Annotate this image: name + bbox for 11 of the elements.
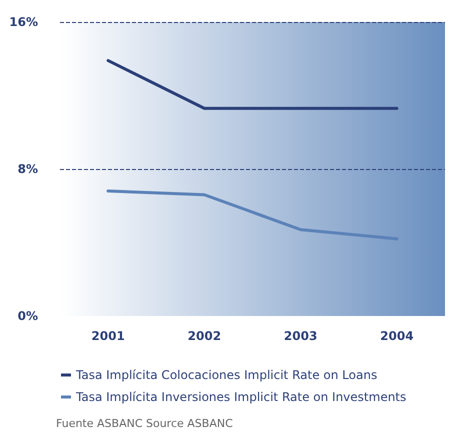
source-note: Fuente ASBANC Source ASBANC (56, 417, 234, 430)
y-tick-label: 0% (18, 309, 38, 323)
line-series (106, 190, 398, 240)
x-tick-label: 2004 (380, 329, 414, 343)
legend-label: Tasa Implícita Inversiones Implicit Rate on Investments (75, 390, 406, 404)
x-tick-label: 2002 (188, 329, 222, 343)
x-tick-label: 2003 (284, 329, 318, 343)
legend-label: Tasa Implícita Colocaciones Implicit Rate on Loans (75, 368, 378, 382)
x-tick-label: 2001 (91, 329, 125, 343)
y-tick-label: 8% (18, 162, 38, 176)
y-tick-label: 16% (9, 15, 38, 29)
